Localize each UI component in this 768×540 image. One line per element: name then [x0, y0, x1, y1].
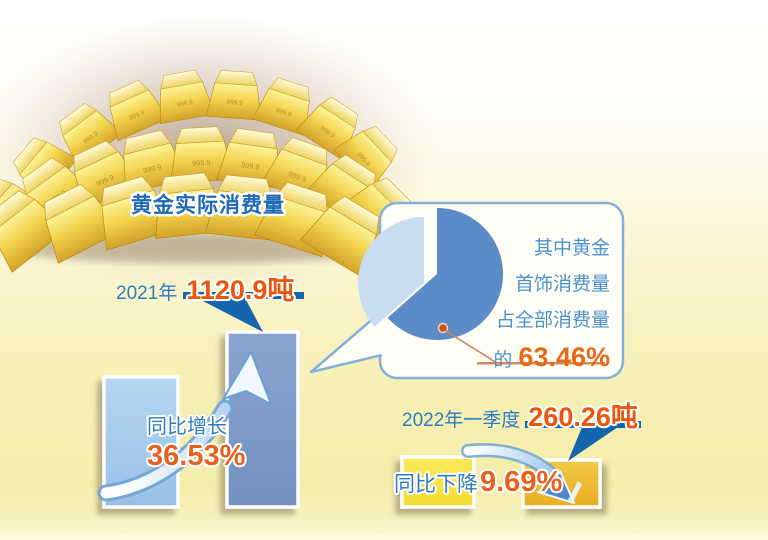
growth-caption: 同比增长 — [147, 416, 227, 438]
annual-year-label: 2021年 — [116, 283, 178, 304]
ingot-stamp: 999.9 — [226, 99, 243, 107]
annual-value: 1120.9吨 — [186, 275, 295, 305]
pie-caption: 其中黄金 首饰消费量 占全部消费量 的 63.46% — [493, 231, 610, 376]
gold-bars-illustration: 999.9 999.9 999.9 999.9 999.9 999.9 999.… — [0, 69, 413, 278]
annual-value-underline — [183, 292, 304, 299]
ingot-stamp: 999.9 — [192, 158, 211, 168]
pie-marker-dot — [437, 322, 449, 334]
quarter-period-label: 2022年一季度 — [402, 410, 521, 431]
gold-ingot: 999.9 — [160, 69, 216, 125]
gold-ingot — [101, 176, 175, 251]
ingot-stamp: 999.9 — [241, 160, 260, 171]
annual-value-row: 2021年 1120.9吨 — [116, 268, 294, 307]
pie-value-underline — [477, 362, 605, 365]
growth-value: 36.53% — [147, 440, 246, 472]
growth-arrow-icon — [97, 351, 272, 502]
quarter-value: 260.26吨 — [528, 402, 638, 432]
annual-callout-triangle — [197, 298, 263, 332]
pie-caption-line1: 其中黄金 — [533, 238, 610, 259]
bar-annual-2021 — [225, 330, 300, 509]
pie-marker-line — [445, 330, 498, 364]
decline-arrow-icon — [461, 443, 582, 504]
gold-ingot: 999.9 — [109, 79, 169, 142]
decline-caption: 同比下降 — [394, 473, 478, 496]
bar-q1-prev — [400, 455, 476, 509]
pie-slice-other — [358, 217, 424, 327]
decline-annotation: 同比下降 9.69% — [394, 466, 562, 499]
pie-caption-prefix: 的 — [493, 350, 513, 371]
pie-share-value: 63.46% — [518, 342, 610, 372]
pie-slice-jewelry — [387, 207, 504, 340]
decline-value: 9.69% — [480, 466, 563, 498]
ingot-stamp: 999.9 — [275, 107, 293, 119]
pie-caption-line2: 首饰消费量 — [514, 274, 610, 295]
quarter-callout-triangle — [568, 427, 618, 461]
quarter-value-underline — [525, 421, 641, 428]
pie-caption-line4: 的 63.46% — [493, 342, 610, 376]
gold-ingot: 999.9 — [205, 70, 262, 121]
infographic-title: 黄金实际消费量 — [131, 194, 285, 217]
growth-annotation: 同比增长 36.53% — [147, 410, 245, 473]
pie-chart — [358, 207, 605, 365]
bottom-strip — [0, 533, 768, 540]
gold-ingot: 999.9 — [252, 77, 310, 137]
ingot-stamp: 999.9 — [142, 162, 162, 175]
ingot-stamp: 999.9 — [176, 99, 193, 109]
gold-ingot: 999.9 — [59, 102, 123, 168]
pie-caption-line3: 占全部消费量 — [495, 310, 610, 331]
gold-ingot — [299, 195, 380, 278]
quarter-value-row: 2022年一季度 260.26吨 — [402, 395, 638, 434]
gold-ingot: 999.9 — [170, 126, 235, 184]
